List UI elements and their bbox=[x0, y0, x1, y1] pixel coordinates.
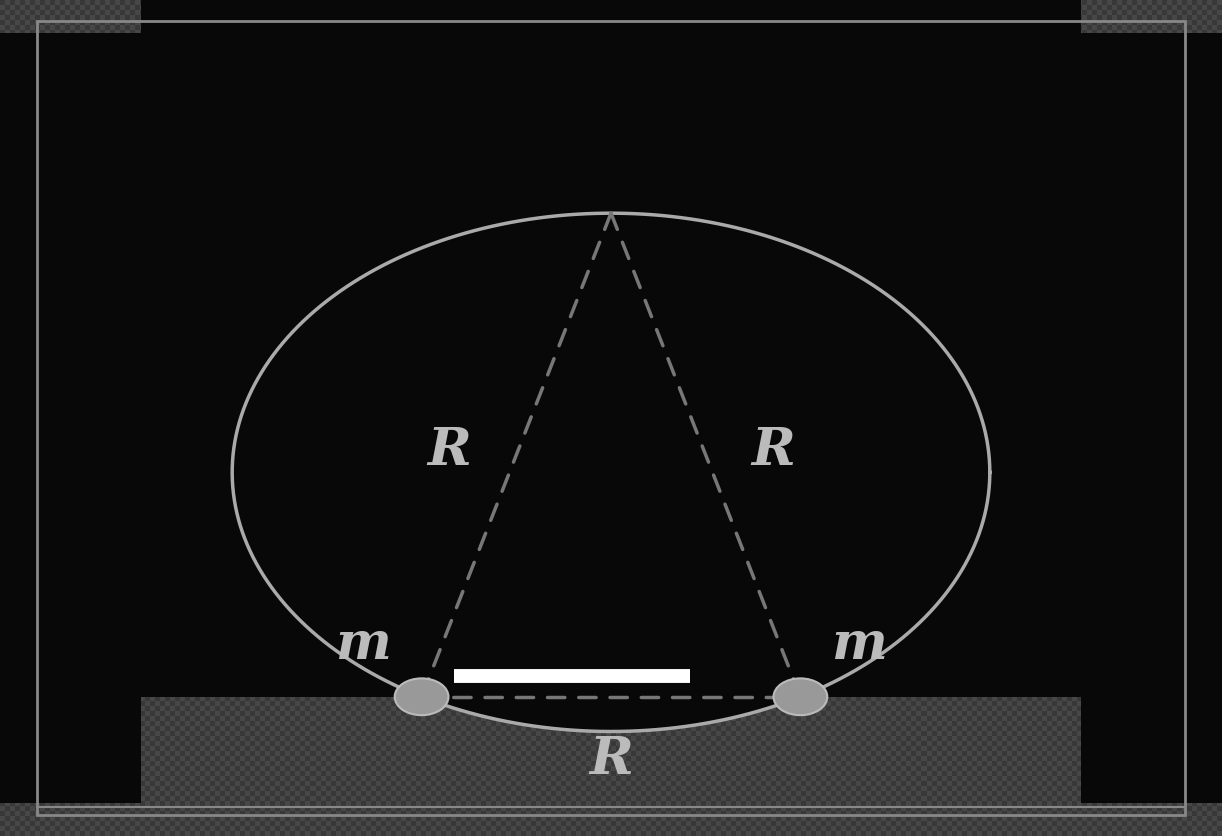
Text: m: m bbox=[831, 619, 887, 670]
Text: m: m bbox=[335, 619, 391, 670]
Text: R: R bbox=[752, 426, 794, 477]
Text: R: R bbox=[589, 734, 633, 785]
Circle shape bbox=[774, 678, 827, 715]
Bar bbox=[1081, 33, 1222, 803]
Text: R: R bbox=[428, 426, 470, 477]
Bar bbox=[141, 0, 1081, 696]
Polygon shape bbox=[232, 213, 990, 696]
Circle shape bbox=[395, 678, 448, 715]
Polygon shape bbox=[422, 696, 800, 732]
Bar bbox=[0, 33, 141, 803]
